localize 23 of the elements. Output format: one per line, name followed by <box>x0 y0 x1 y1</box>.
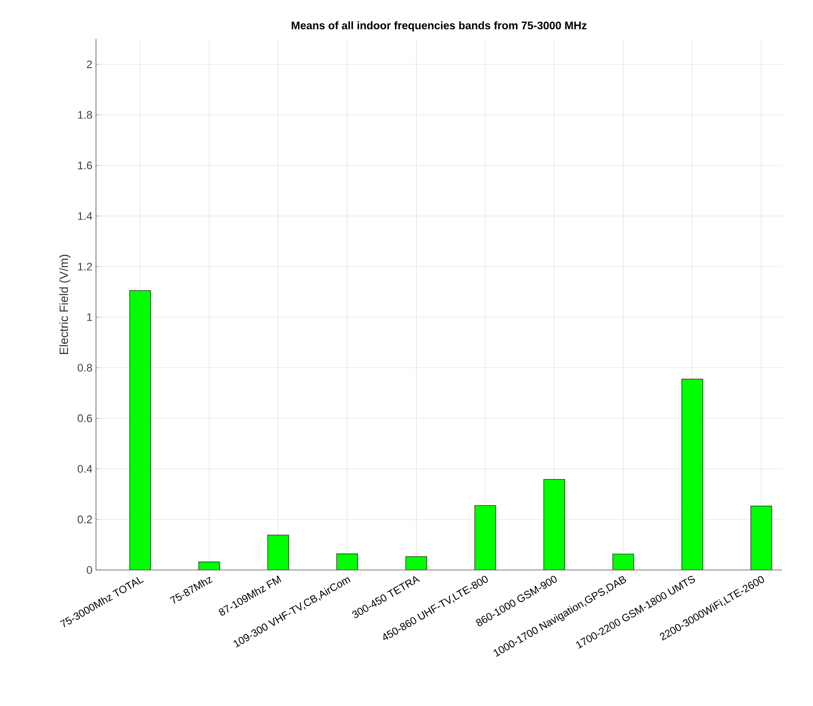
y-tick-label: 1.2 <box>78 262 92 270</box>
y-tick-label: 0.2 <box>78 516 92 524</box>
y-tick-label: 1.6 <box>78 162 92 170</box>
chart-title: Means of all indoor frequencies bands from 75-3000 MHz <box>292 21 587 32</box>
y-tick-label: 0 <box>86 566 92 574</box>
bar <box>474 505 496 570</box>
bar <box>750 506 772 570</box>
bar <box>406 556 427 570</box>
bar <box>129 290 151 570</box>
bar <box>543 479 566 570</box>
bar <box>681 378 704 570</box>
y-tick-label: 1 <box>87 313 92 321</box>
y-tick-label: 0.8 <box>78 364 92 372</box>
y-tick-label: 1.8 <box>78 110 92 119</box>
bar <box>612 554 634 570</box>
bar <box>198 562 220 570</box>
bar <box>336 554 358 570</box>
y-tick-label: 2 <box>86 60 92 68</box>
y-tick-label: 0.4 <box>78 464 92 473</box>
y-axis-title: Electric Field (V/m) <box>59 254 70 354</box>
bar <box>267 534 290 570</box>
y-tick-label: 1.4 <box>78 212 92 220</box>
y-tick-label: 0.6 <box>78 414 92 422</box>
